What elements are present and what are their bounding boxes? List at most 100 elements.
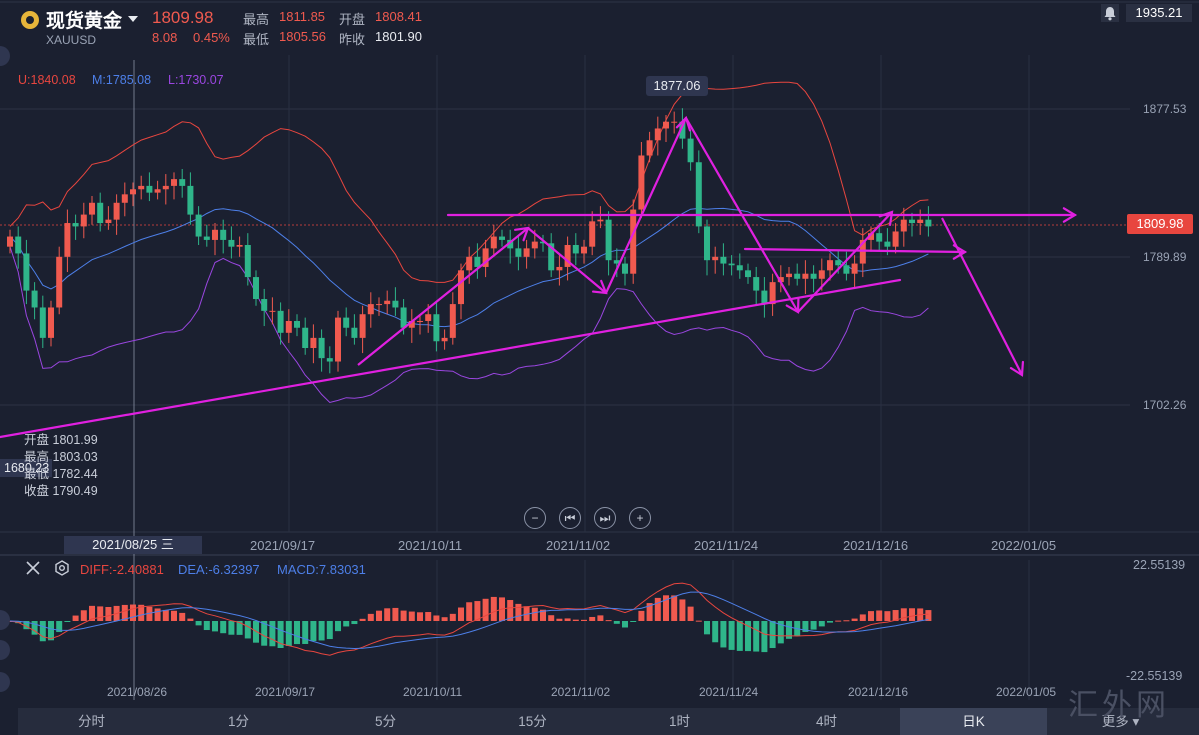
macd-bar [622,621,628,628]
tab-timeshare[interactable]: 分时 [78,714,105,729]
macd-bar [384,608,391,621]
instrument-symbol: XAUUSD [46,33,97,47]
close-icon[interactable] [25,560,41,576]
macd-bar [761,621,768,653]
macd-bar [876,610,883,621]
macd-bar [318,621,325,641]
macd-bar [121,604,128,621]
wave-path [357,116,893,366]
candle [917,219,924,224]
crosshair-high: 最高 1803.03 [24,450,98,464]
candle [884,241,891,247]
candle [64,223,71,257]
macd-bar [679,599,686,621]
crosshair-low: 最低 1782.44 [24,467,98,481]
last-price: 1809.98 [152,8,214,27]
macd-bar [515,603,522,621]
bollinger-mid: M:1785.08 [92,73,152,87]
bollinger-lower-line [9,246,929,404]
arrow-head [1062,207,1078,223]
side-handle[interactable] [0,610,10,630]
candle [433,314,440,342]
tab-1min[interactable]: 1分 [227,714,249,729]
macd-bar [335,621,341,632]
tab-1hour[interactable]: 1时 [668,714,690,729]
candle [48,307,54,338]
candle [80,214,87,227]
macd-diff-line [9,582,929,656]
scroll-end-button[interactable]: ⏭ [594,507,616,529]
macd-bar [490,596,497,621]
candle [687,138,694,163]
high-value: 1811.85 [279,9,326,24]
candle [581,246,587,254]
candle [548,243,555,271]
macd-bar [417,612,423,621]
candle [679,121,686,139]
candle [220,229,227,240]
macd-bar [687,606,694,621]
side-handle[interactable] [0,672,10,692]
candle [113,202,120,220]
macd-bar [97,606,104,621]
tab-15min[interactable]: 15分 [518,714,547,729]
zoom-in-button[interactable]: + [629,507,651,529]
candle [39,307,46,338]
macd-bar [712,621,719,643]
macd-bar [605,620,612,622]
arrow-head [878,210,894,226]
price-scale-top: 1935.21 [1126,4,1192,22]
macd-bar [474,601,481,621]
candle [605,219,612,261]
macd-date-tick: 2021/11/02 [551,685,611,699]
candle [474,256,481,267]
candle [572,244,579,254]
tab-daily[interactable]: 日K [900,708,1047,735]
macd-bar [203,621,210,631]
macd-bar [146,606,153,621]
bollinger-upper: U:1840.08 [18,73,76,87]
macd-bar [900,608,907,621]
candle [523,248,530,257]
candle [97,202,104,224]
macd-bar [39,621,46,642]
price-axis-tick: 1789.89 [1143,250,1187,264]
open-label: 开盘 [339,12,366,27]
side-handle[interactable] [0,640,10,660]
macd-axis-bottom: -22.55139 [1126,669,1183,683]
macd-date-tick: 2021/12/16 [848,685,909,699]
projection-line [941,217,1023,376]
macd-bar [162,609,169,621]
macd-bar [884,611,891,621]
tab-more[interactable]: 更多 ▾ [1101,714,1140,729]
gear-icon[interactable] [54,560,70,576]
macd-bar [72,615,79,621]
candle [277,310,284,333]
candle [515,248,522,257]
candle [253,277,259,300]
low-value: 1805.56 [279,29,326,44]
chevron-down-icon[interactable] [128,16,138,22]
macd-bar [31,621,38,635]
candle [597,219,604,222]
candle [630,209,637,274]
date-axis-tick: 2021/12/16 [843,538,909,553]
crosshair-close: 收盘 1790.49 [24,484,98,498]
side-handle[interactable] [0,46,10,66]
macd-bar [572,619,579,621]
candle [121,194,128,203]
macd-bar [802,621,809,632]
tab-5min[interactable]: 5分 [374,714,396,729]
zoom-out-button[interactable]: − [524,507,546,529]
macd-bar [671,595,678,621]
price-change: 8.08 [152,30,178,45]
candle [925,219,932,227]
tab-4hour[interactable]: 4时 [815,714,837,729]
scroll-start-button[interactable]: ⏮ [559,507,581,529]
macd-bar [786,621,792,639]
macd-bar [589,616,596,621]
bell-icon[interactable] [1101,4,1119,22]
candle [892,231,899,247]
instrument-title[interactable]: 现货黄金 [46,11,123,32]
